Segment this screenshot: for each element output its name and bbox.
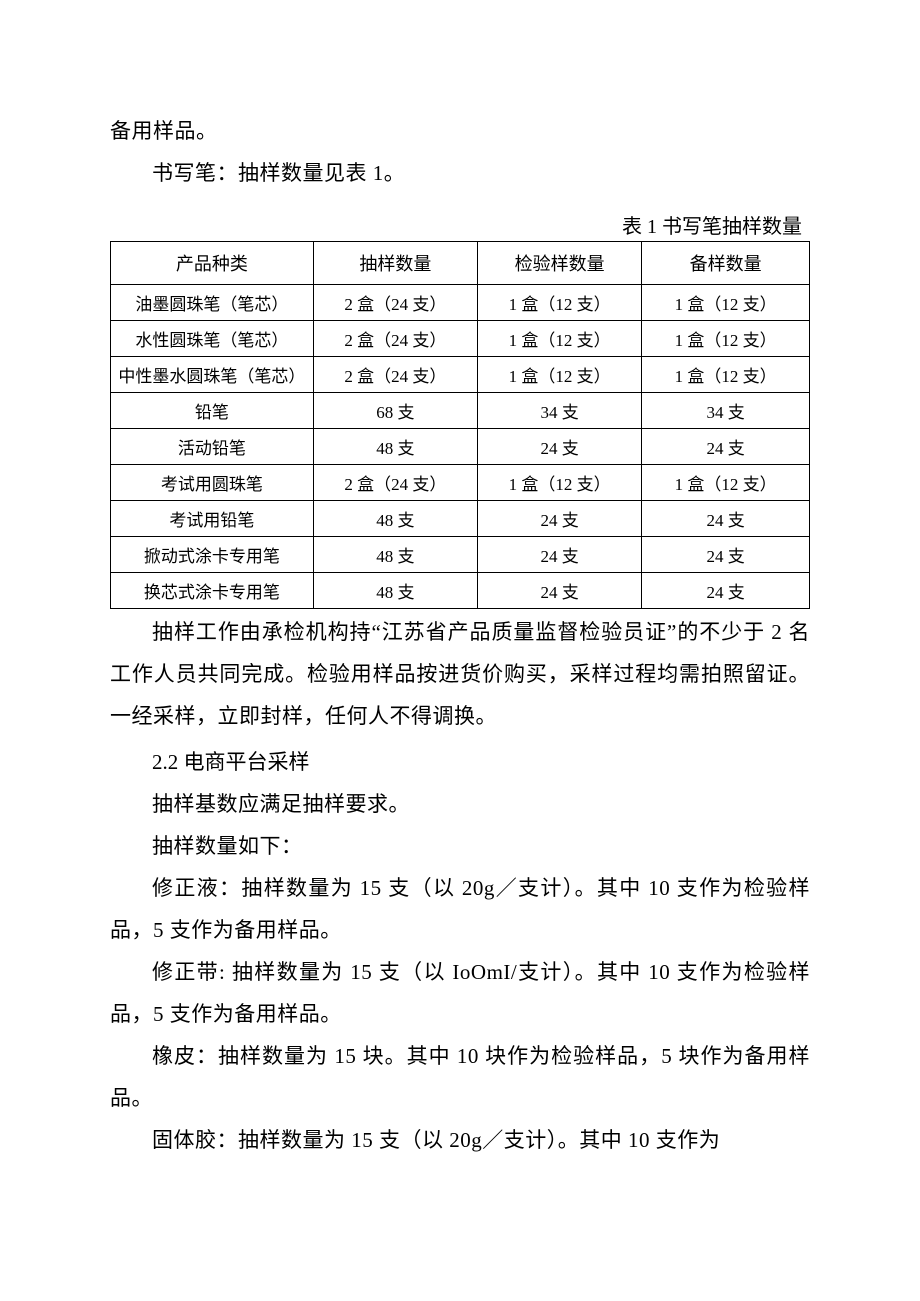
table-cell: 24 支	[642, 537, 810, 573]
table-cell: 24 支	[642, 501, 810, 537]
table-cell: 24 支	[642, 573, 810, 609]
table-cell: 中性墨水圆珠笔（笔芯）	[111, 357, 314, 393]
table-header-cell: 抽样数量	[313, 242, 477, 285]
table-cell: 24 支	[642, 429, 810, 465]
sampling-table: 产品种类 抽样数量 检验样数量 备样数量 油墨圆珠笔（笔芯）2 盒（24 支）1…	[110, 241, 810, 609]
paragraph-sampling-procedure: 抽样工作由承检机构持“江苏省产品质量监督检验员证”的不少于 2 名工作人员共同完…	[110, 611, 810, 737]
paragraph-basis: 抽样基数应满足抽样要求。	[110, 783, 810, 825]
table-cell: 24 支	[477, 429, 641, 465]
table-cell: 考试用圆珠笔	[111, 465, 314, 501]
table-cell: 2 盒（24 支）	[313, 465, 477, 501]
table-cell: 换芯式涂卡专用笔	[111, 573, 314, 609]
table-cell: 活动铅笔	[111, 429, 314, 465]
paragraph-correction-tape: 修正带: 抽样数量为 15 支（以 IoOmI/支计）。其中 10 支作为检验样…	[110, 951, 810, 1035]
paragraph-glue-stick: 固体胶：抽样数量为 15 支（以 20g／支计）。其中 10 支作为	[110, 1119, 810, 1161]
table-row: 铅笔68 支34 支34 支	[111, 393, 810, 429]
intro-line-1: 备用样品。	[110, 110, 810, 152]
table-row: 掀动式涂卡专用笔48 支24 支24 支	[111, 537, 810, 573]
table-cell: 油墨圆珠笔（笔芯）	[111, 285, 314, 321]
table-cell: 1 盒（12 支）	[642, 285, 810, 321]
table-caption: 表 1 书写笔抽样数量	[110, 210, 810, 239]
table-cell: 34 支	[477, 393, 641, 429]
table-cell: 水性圆珠笔（笔芯）	[111, 321, 314, 357]
table-header-cell: 产品种类	[111, 242, 314, 285]
table-row: 考试用铅笔48 支24 支24 支	[111, 501, 810, 537]
table-cell: 铅笔	[111, 393, 314, 429]
table-cell: 68 支	[313, 393, 477, 429]
table-cell: 2 盒（24 支）	[313, 285, 477, 321]
table-cell: 24 支	[477, 501, 641, 537]
table-body: 油墨圆珠笔（笔芯）2 盒（24 支）1 盒（12 支）1 盒（12 支）水性圆珠…	[111, 285, 810, 609]
paragraph-correction-fluid: 修正液：抽样数量为 15 支（以 20g／支计）。其中 10 支作为检验样品，5…	[110, 867, 810, 951]
table-cell: 48 支	[313, 429, 477, 465]
table-cell: 1 盒（12 支）	[477, 285, 641, 321]
table-header-cell: 检验样数量	[477, 242, 641, 285]
table-cell: 2 盒（24 支）	[313, 321, 477, 357]
table-cell: 1 盒（12 支）	[642, 357, 810, 393]
table-cell: 2 盒（24 支）	[313, 357, 477, 393]
table-header-cell: 备样数量	[642, 242, 810, 285]
table-row: 油墨圆珠笔（笔芯）2 盒（24 支）1 盒（12 支）1 盒（12 支）	[111, 285, 810, 321]
table-cell: 1 盒（12 支）	[477, 321, 641, 357]
table-cell: 24 支	[477, 573, 641, 609]
table-row: 考试用圆珠笔2 盒（24 支）1 盒（12 支）1 盒（12 支）	[111, 465, 810, 501]
table-cell: 48 支	[313, 501, 477, 537]
table-header-row: 产品种类 抽样数量 检验样数量 备样数量	[111, 242, 810, 285]
table-cell: 24 支	[477, 537, 641, 573]
paragraph-eraser: 橡皮：抽样数量为 15 块。其中 10 块作为检验样品，5 块作为备用样品。	[110, 1035, 810, 1119]
table-cell: 48 支	[313, 573, 477, 609]
table-cell: 1 盒（12 支）	[642, 465, 810, 501]
table-cell: 48 支	[313, 537, 477, 573]
table-cell: 1 盒（12 支）	[642, 321, 810, 357]
table-cell: 掀动式涂卡专用笔	[111, 537, 314, 573]
section-heading-2-2: 2.2 电商平台采样	[110, 741, 810, 783]
table-cell: 1 盒（12 支）	[477, 465, 641, 501]
intro-line-2: 书写笔：抽样数量见表 1。	[110, 152, 810, 194]
table-row: 换芯式涂卡专用笔48 支24 支24 支	[111, 573, 810, 609]
table-row: 水性圆珠笔（笔芯）2 盒（24 支）1 盒（12 支）1 盒（12 支）	[111, 321, 810, 357]
table-cell: 34 支	[642, 393, 810, 429]
table-row: 活动铅笔48 支24 支24 支	[111, 429, 810, 465]
table-row: 中性墨水圆珠笔（笔芯）2 盒（24 支）1 盒（12 支）1 盒（12 支）	[111, 357, 810, 393]
paragraph-qty-intro: 抽样数量如下：	[110, 825, 810, 867]
table-cell: 1 盒（12 支）	[477, 357, 641, 393]
table-cell: 考试用铅笔	[111, 501, 314, 537]
